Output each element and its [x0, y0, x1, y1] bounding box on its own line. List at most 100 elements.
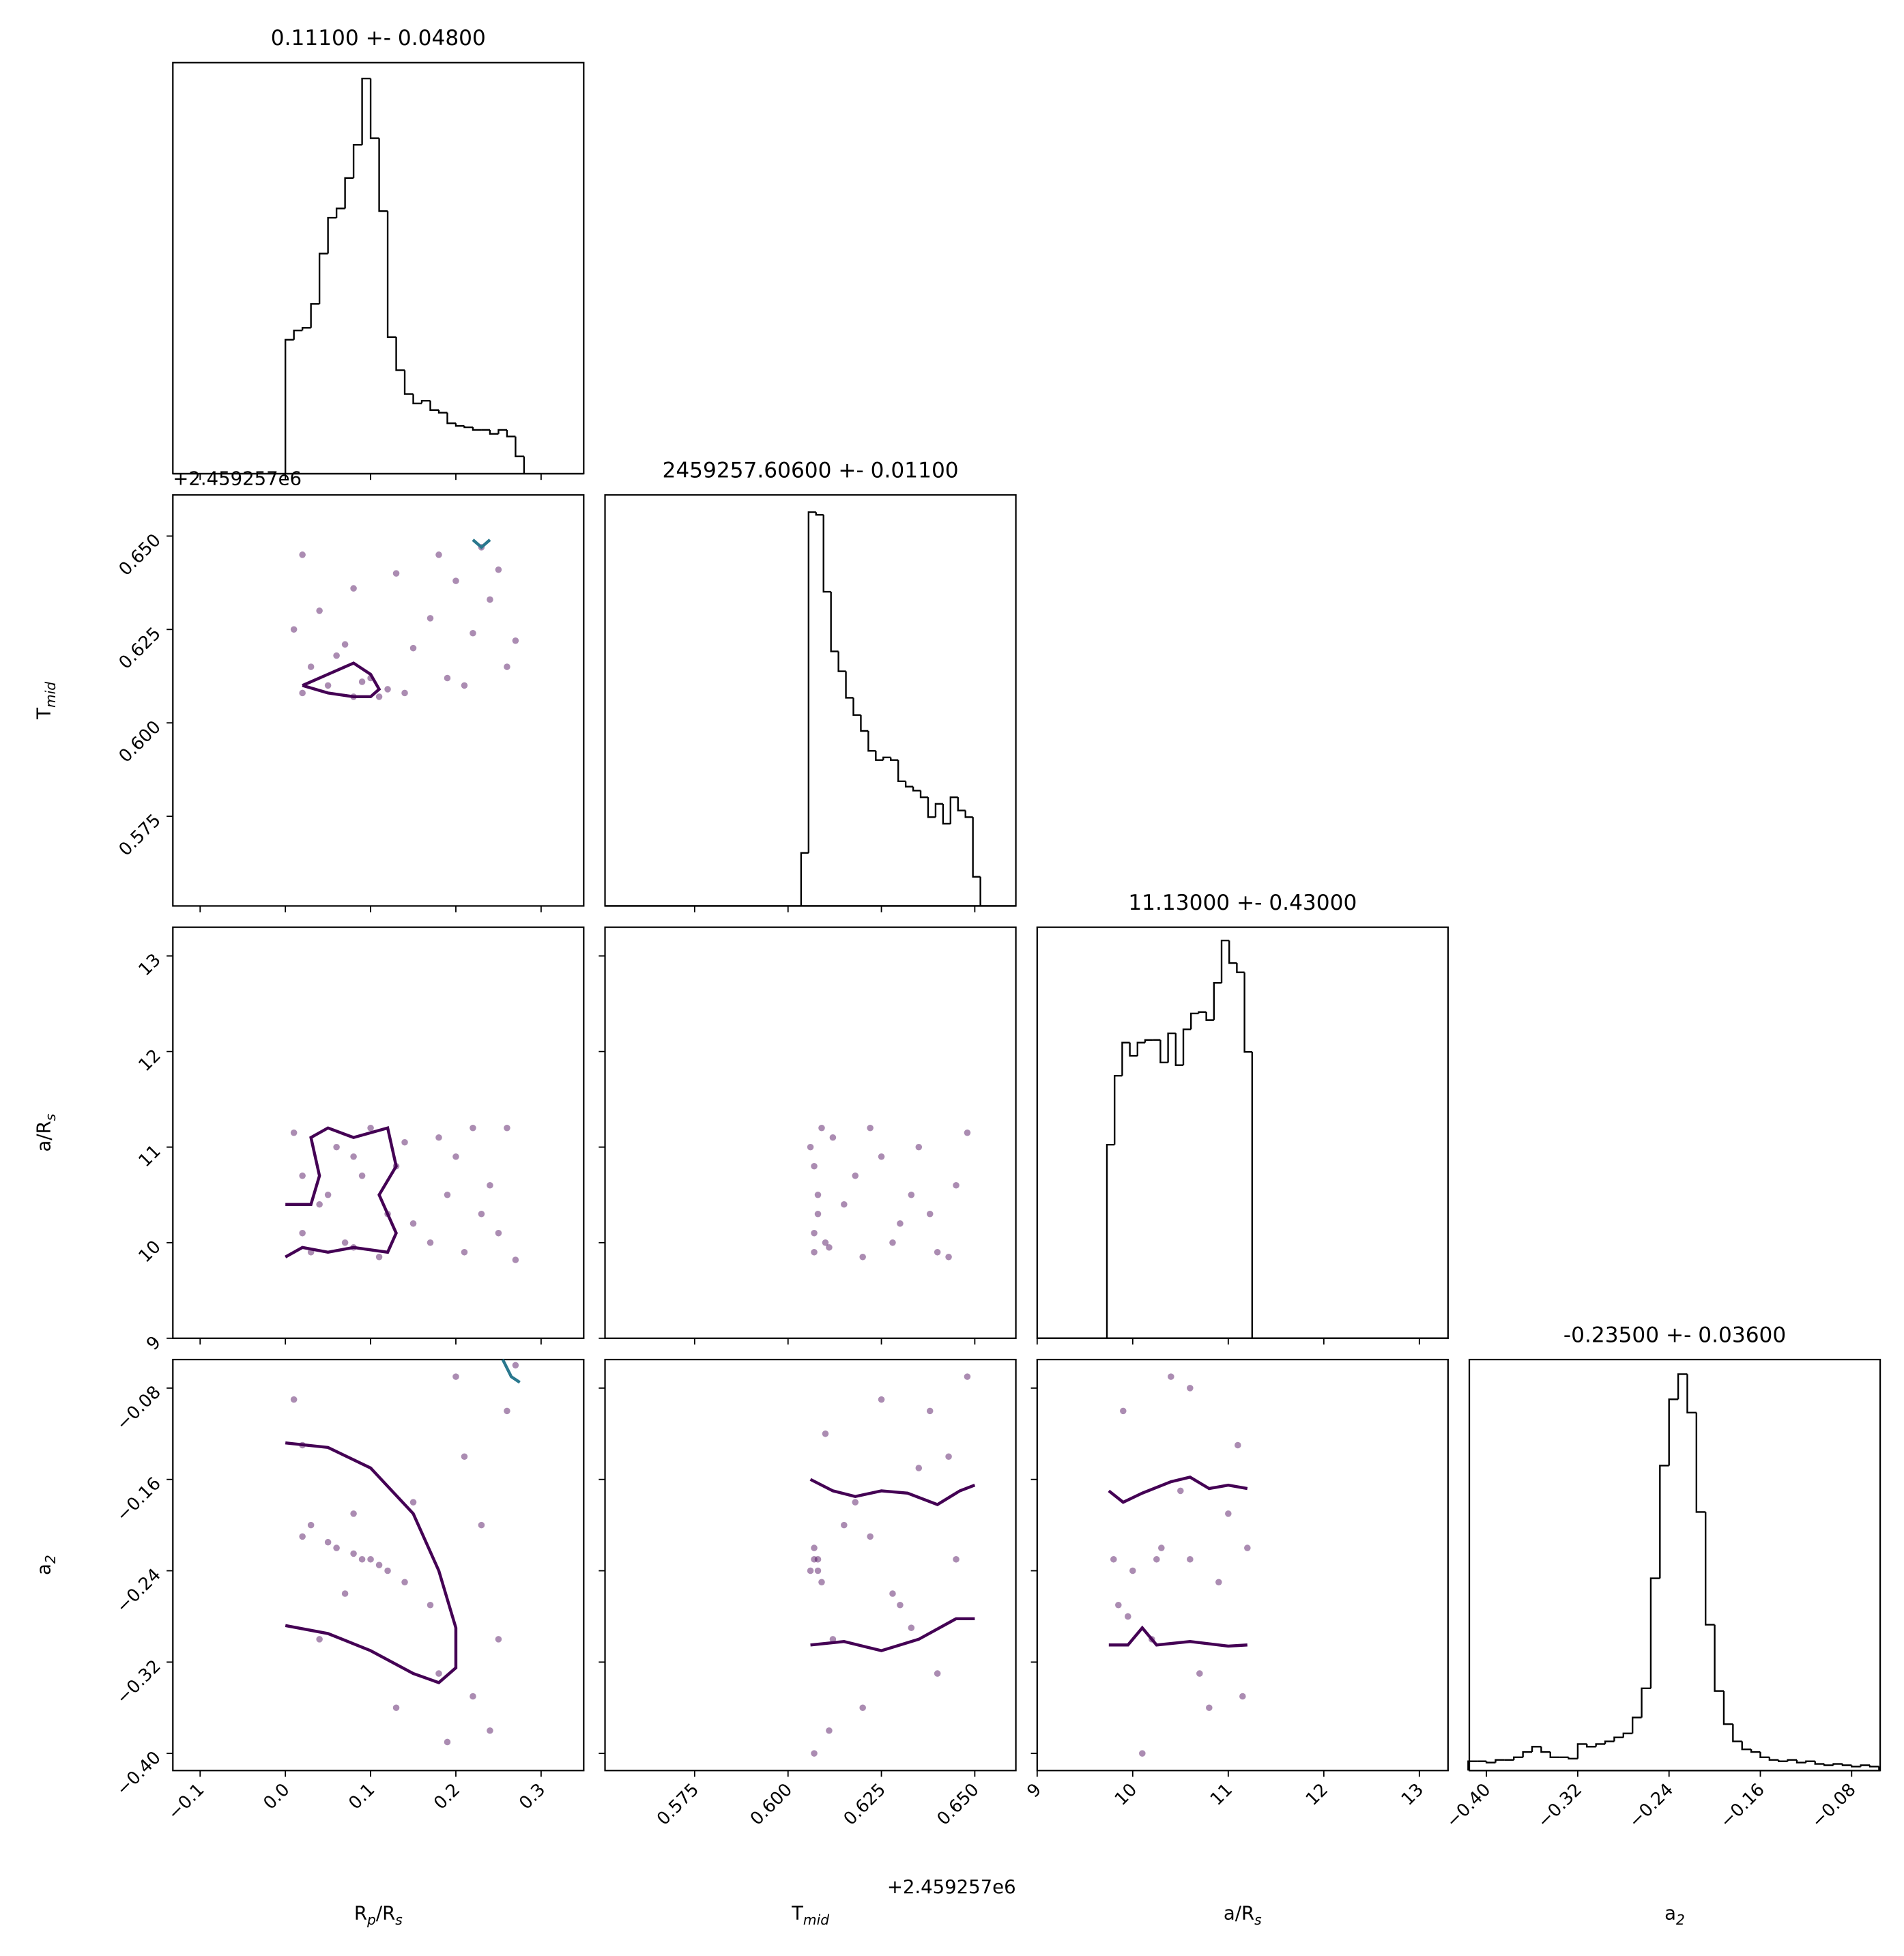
- hist-bin: [949, 796, 958, 824]
- hist-bin: [867, 731, 876, 752]
- sample-point: [915, 1143, 923, 1151]
- y-axis-label: a2: [33, 1555, 58, 1575]
- hist-bin: [1759, 1752, 1770, 1759]
- sample-point: [435, 1670, 442, 1677]
- sample-point: [324, 1538, 332, 1546]
- sample-point: [333, 1544, 340, 1551]
- sample-point: [945, 1254, 952, 1261]
- sample-point: [908, 1624, 915, 1631]
- hist-bin: [489, 429, 499, 435]
- hist-bin: [1129, 1042, 1138, 1057]
- x-tick-label: −0.1: [164, 1779, 208, 1824]
- hist-bin: [1174, 1033, 1184, 1066]
- hist-bin: [1114, 1075, 1123, 1145]
- hist-bin: [1213, 982, 1222, 1020]
- sample-point: [859, 1254, 866, 1261]
- sample-point: [427, 615, 434, 622]
- sample-point: [811, 1556, 818, 1563]
- sample-point: [409, 1220, 417, 1227]
- sample-point: [822, 1430, 829, 1437]
- sample-point: [908, 1192, 915, 1198]
- label-part: a/R: [33, 1121, 55, 1151]
- sample-point: [811, 1162, 818, 1170]
- hist-bin: [1750, 1749, 1761, 1753]
- sample-point: [897, 1220, 904, 1227]
- panel-title: -0.23500 +- 0.03600: [1563, 1323, 1786, 1347]
- hist-bin: [386, 211, 396, 339]
- sample-point: [299, 1172, 306, 1179]
- sample-point: [915, 1465, 923, 1471]
- panel-frame: [604, 926, 1017, 1339]
- x-tick-label: 0.1: [345, 1779, 379, 1813]
- sample-point: [504, 1124, 510, 1132]
- hist-bin: [1595, 1743, 1606, 1747]
- hist-bin: [429, 401, 439, 411]
- hist-bin: [369, 78, 379, 139]
- sample-point: [1139, 1750, 1146, 1757]
- hist-bin: [904, 781, 914, 788]
- sample-point: [495, 566, 502, 573]
- sample-point: [435, 1134, 442, 1141]
- hist-bin: [284, 339, 294, 474]
- sample-point: [290, 1129, 298, 1136]
- hist-bin: [882, 756, 891, 760]
- sample-point: [307, 1521, 315, 1529]
- label-part: a: [1664, 1903, 1676, 1925]
- sample-point: [350, 1510, 357, 1517]
- sample-point: [1153, 1556, 1160, 1563]
- sample-point: [504, 1407, 510, 1415]
- x-tick-label: 13: [1398, 1779, 1428, 1809]
- y-tick-label: −0.32: [113, 1656, 165, 1708]
- hist-bin: [852, 697, 861, 716]
- hist-bin: [957, 797, 966, 811]
- hist-bin: [1823, 1764, 1834, 1766]
- sample-point: [427, 1239, 434, 1246]
- sample-point: [1129, 1567, 1136, 1574]
- y-tick-label: −0.16: [113, 1473, 165, 1526]
- panel-frame: [172, 926, 585, 1339]
- sample-point: [384, 686, 391, 693]
- sample-point: [829, 1636, 837, 1643]
- x-tick-label: 0.575: [653, 1779, 703, 1829]
- x-tick-label: 0.600: [747, 1779, 796, 1829]
- hist-bin: [1832, 1763, 1843, 1766]
- label-part: /R: [376, 1903, 395, 1925]
- label-part: a: [33, 1564, 55, 1575]
- sample-point: [878, 1396, 885, 1403]
- sample-point: [461, 1249, 468, 1256]
- hist-bin: [455, 423, 465, 427]
- hist-bin: [1695, 1412, 1706, 1513]
- sample-point: [1196, 1670, 1203, 1677]
- panel-title: 2459257.60600 +- 0.01100: [662, 459, 958, 483]
- sample-point: [512, 637, 519, 644]
- hist-bin: [1768, 1757, 1779, 1761]
- sample-point: [435, 551, 442, 558]
- sample-point: [333, 1143, 340, 1151]
- hist-bin: [875, 751, 884, 761]
- panel: 2459257.60600 +- 0.01100: [604, 459, 1017, 912]
- sample-point: [444, 1192, 451, 1198]
- sample-point: [461, 1453, 468, 1461]
- sample-point: [852, 1499, 859, 1506]
- sample-point: [822, 1239, 829, 1246]
- sample-point: [375, 693, 383, 700]
- panel: 0.575 0.600 0.625 0.650: [115, 494, 585, 912]
- hist-bin: [1106, 1144, 1115, 1338]
- sample-point: [392, 1704, 400, 1712]
- hist-bin: [837, 651, 846, 672]
- sample-point: [299, 1533, 306, 1540]
- contour: [501, 1359, 521, 1384]
- panel: −0.1 0.0 0.1 0.2 0.3 −0.40 −0.32 −0.24 −0.16 −0.0…: [113, 1358, 585, 1824]
- panel-frame: [172, 61, 585, 475]
- y-axis-label: a/Rs: [33, 1113, 58, 1151]
- panel: −0.40 −0.32 −0.24 −0.16 −0.08 -0.23500 +- 0.0…: [1443, 1323, 1881, 1832]
- hist-bin: [1841, 1764, 1852, 1766]
- sample-point: [452, 577, 459, 584]
- x-offset-text: +2.459257e6: [887, 1876, 1016, 1898]
- sample-point: [867, 1533, 874, 1540]
- hist-bin: [1485, 1761, 1496, 1764]
- hist-bin: [1778, 1759, 1788, 1762]
- sample-point: [512, 1362, 519, 1369]
- sample-point: [1235, 1441, 1241, 1449]
